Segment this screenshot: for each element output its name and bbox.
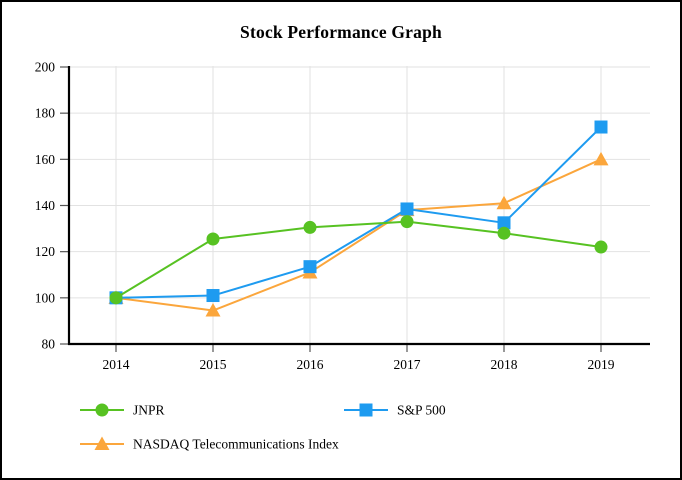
- marker-circle-icon: [303, 220, 317, 234]
- y-tick-label: 140: [35, 198, 56, 213]
- x-tick-label: 2019: [588, 357, 615, 372]
- legend: JNPR S&P 500 NASDAQ Telecommunications Ind…: [80, 403, 446, 452]
- x-tick-label: 2018: [491, 357, 518, 372]
- series-line-jnpr: [115, 220, 602, 299]
- legend-item-nasdaq-telecommunications-index: NASDAQ Telecommunications Index: [80, 436, 339, 452]
- series-s-p-500: [109, 120, 608, 305]
- series-jnpr: [109, 215, 608, 305]
- marker-circle-icon: [400, 215, 414, 229]
- y-tick-label: 180: [35, 106, 56, 121]
- marker-circle-icon: [497, 226, 511, 240]
- legend-label: S&P 500: [397, 403, 446, 418]
- chart-title: Stock Performance Graph: [240, 22, 442, 42]
- y-tick-label: 120: [35, 244, 56, 259]
- marker-triangle-icon: [593, 151, 609, 166]
- legend-label: JNPR: [133, 403, 165, 418]
- marker-square-icon: [206, 289, 220, 303]
- marker-triangle-icon-legend: [94, 436, 110, 450]
- marker-circle-icon: [109, 291, 123, 305]
- marker-square-icon: [594, 120, 608, 134]
- legend-item-jnpr: JNPR: [80, 403, 165, 418]
- x-tick-label: 2017: [394, 357, 421, 372]
- legend-item-s-p-500: S&P 500: [344, 403, 446, 418]
- x-tick-label: 2015: [200, 357, 227, 372]
- series-line-s-p-500: [115, 126, 602, 299]
- marker-square-icon: [497, 216, 511, 230]
- series-line-nasdaq-telecommunications-index: [115, 158, 602, 312]
- marker-triangle-icon: [205, 303, 221, 317]
- legend-label: NASDAQ Telecommunications Index: [133, 437, 339, 452]
- x-tick-label: 2014: [103, 357, 130, 372]
- marker-circle-icon-legend: [95, 403, 109, 417]
- y-tick-label: 80: [42, 337, 56, 352]
- series-nasdaq-telecommunications-index: [108, 151, 609, 317]
- marker-square-icon: [400, 202, 414, 216]
- marker-circle-icon: [594, 240, 608, 254]
- marker-square-icon: [303, 260, 317, 274]
- marker-square-icon-legend: [359, 403, 373, 417]
- marker-circle-icon: [206, 232, 220, 246]
- marker-triangle-icon: [496, 195, 512, 210]
- y-tick-label: 200: [35, 60, 56, 75]
- y-tick-label: 100: [35, 290, 56, 305]
- y-tick-label: 160: [35, 152, 56, 167]
- x-tick-label: 2016: [297, 357, 324, 372]
